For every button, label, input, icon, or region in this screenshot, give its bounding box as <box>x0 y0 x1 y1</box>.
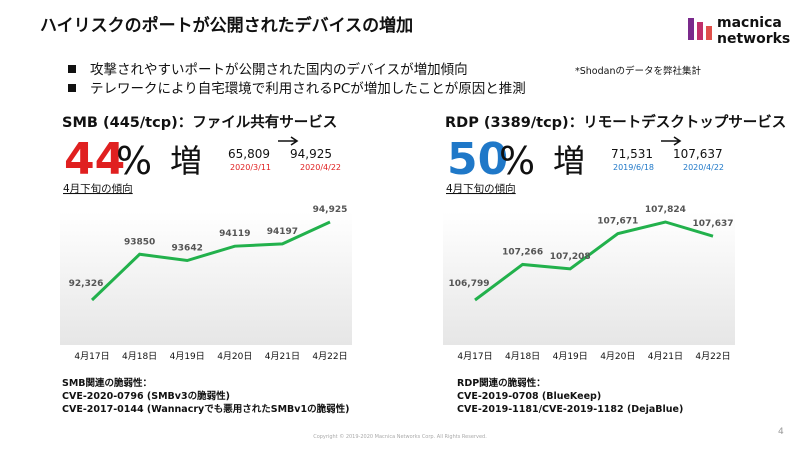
x-tick-label: 4月21日 <box>648 351 683 362</box>
title: ハイリスクのポートが公開されたデバイスの増加 <box>40 15 413 36</box>
logo-text: macnica <box>717 15 782 31</box>
line <box>474 220 714 302</box>
from-date: 2020/3/11 <box>230 163 271 172</box>
logo: macnica networks <box>688 15 790 47</box>
data-label: 94197 <box>267 227 298 237</box>
data-label: 107,637 <box>693 219 734 229</box>
to-value: 94,925 <box>290 147 332 161</box>
data-label: 106,799 <box>449 279 490 289</box>
trend-label: 4月下旬の傾向 <box>63 182 133 195</box>
from-value: 65,809 <box>228 147 270 161</box>
arrow <box>278 136 299 146</box>
vuln-line: CVE-2017-0144 (Wannacryでも悪用されたSMBv1の脆弱性) <box>62 403 349 415</box>
data-label: 93642 <box>172 244 203 254</box>
logo-text: networks <box>717 31 790 47</box>
note: *Shodanのデータを弊社集計 <box>575 65 701 77</box>
data-label: 92,326 <box>69 279 104 289</box>
data-label: 93850 <box>124 237 155 247</box>
x-tick-label: 4月20日 <box>217 351 252 362</box>
panel-heading: RDP (3389/tcp)：リモートデスクトップサービス <box>445 113 786 131</box>
x-tick-label: 4月22日 <box>312 351 347 362</box>
vuln-line: CVE-2020-0796 (SMBv3の脆弱性) <box>62 390 230 402</box>
bullet: テレワークにより自宅環境で利用されるPCが増加したことが原因と推測 <box>90 81 526 97</box>
percent: 50 <box>447 134 508 185</box>
to-value: 107,637 <box>673 147 723 161</box>
x-tick-label: 4月19日 <box>553 351 588 362</box>
x-tick-label: 4月18日 <box>122 351 157 362</box>
x-tick-label: 4月21日 <box>265 351 300 362</box>
arrow <box>661 136 682 146</box>
percent-unit: % <box>499 139 535 183</box>
bullet-icon <box>68 84 76 92</box>
bullet: 攻撃されやすいポートが公開された国内のデバイスが増加傾向 <box>90 61 468 78</box>
data-label: 94,925 <box>313 205 348 215</box>
x-tick-label: 4月22日 <box>695 351 730 362</box>
data-label: 107,824 <box>645 205 686 215</box>
x-tick-label: 4月19日 <box>170 351 205 362</box>
data-label: 107,208 <box>550 252 591 262</box>
page-number: 4 <box>778 427 784 437</box>
to-date: 2020/4/22 <box>300 163 341 172</box>
x-tick-label: 4月20日 <box>600 351 635 362</box>
x-tick-label: 4月17日 <box>74 351 109 362</box>
copyright: Copyright © 2019-2020 Macnica Networks C… <box>313 433 487 440</box>
data-label: 94119 <box>219 229 250 239</box>
x-tick-label: 4月17日 <box>457 351 492 362</box>
trend-label: 4月下旬の傾向 <box>446 182 516 195</box>
percent-unit: % <box>116 139 152 183</box>
chart-area <box>443 212 735 345</box>
x-tick-label: 4月18日 <box>505 351 540 362</box>
percent: 44 <box>64 134 125 185</box>
data-label: 107,671 <box>597 217 638 227</box>
panel-heading: SMB (445/tcp)：ファイル共有サービス <box>62 113 337 131</box>
data-label: 107,266 <box>502 247 543 257</box>
increase-label: 増 <box>553 142 585 180</box>
vuln-line: CVE-2019-1181/CVE-2019-1182 (DejaBlue) <box>457 404 683 415</box>
vuln-line: SMB関連の脆弱性： <box>62 377 152 389</box>
vuln-line: CVE-2019-0708 (BlueKeep) <box>457 391 601 402</box>
vuln-line: RDP関連の脆弱性： <box>457 377 546 389</box>
increase-label: 増 <box>170 142 202 180</box>
to-date: 2020/4/22 <box>683 163 724 172</box>
from-value: 71,531 <box>611 147 653 161</box>
line <box>90 220 331 302</box>
bullet-icon <box>68 65 76 73</box>
from-date: 2019/6/18 <box>613 163 654 172</box>
